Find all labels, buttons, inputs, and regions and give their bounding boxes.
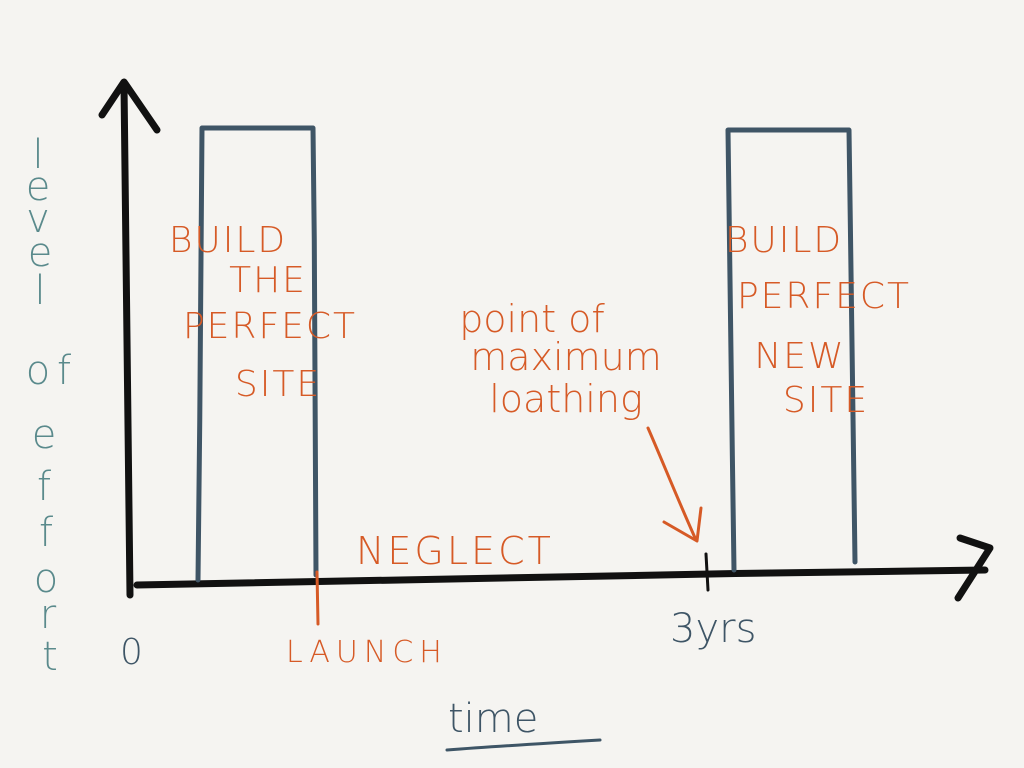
build-bar	[195, 125, 319, 583]
y-label-letter: f	[57, 348, 71, 394]
y-label-letter: f	[37, 464, 51, 510]
bar-label-line: PERFECT	[737, 276, 911, 317]
annotation-line: point of	[459, 297, 605, 341]
annotation-line: maximum	[470, 335, 661, 379]
bar-label-line: SITE	[235, 364, 321, 405]
bar-label-line: BUILD	[725, 220, 843, 261]
y-axis-label: l e v e l o f e f f o r t	[26, 132, 71, 680]
y-label-letter: l	[32, 132, 43, 178]
bar-label-line: SITE	[783, 380, 869, 421]
x-axis	[133, 566, 989, 589]
annotation-line: loathing	[489, 377, 643, 421]
origin-label: 0	[120, 632, 143, 673]
build-bar-label: BUILD THE PERFECT SITE	[169, 220, 357, 405]
three-years-label: 3yrs	[670, 606, 756, 652]
loathing-arrow	[646, 426, 698, 542]
loathing-arrowhead	[662, 506, 703, 543]
time-underline	[445, 738, 602, 752]
y-label-letter: o	[26, 348, 50, 394]
x-axis-label: time	[448, 696, 538, 742]
y-label-letter: t	[42, 634, 58, 680]
neglect-label: NEGLECT	[356, 529, 554, 573]
rebuild-bar	[725, 127, 858, 573]
y-label-letter: o	[34, 556, 58, 602]
max-loathing-annotation: point of maximum loathing	[459, 297, 662, 421]
three-years-tick	[704, 552, 710, 592]
launch-label: LAUNCH	[286, 635, 448, 670]
y-axis	[120, 81, 134, 599]
bar-label-line: PERFECT	[183, 306, 357, 347]
bar-label-line: THE	[229, 260, 307, 301]
y-label-letter: e	[26, 164, 51, 210]
y-label-letter: l	[34, 268, 45, 314]
y-label-letter: e	[28, 230, 53, 276]
bar-label-line: BUILD	[169, 220, 287, 261]
x-axis-arrowhead	[954, 534, 994, 602]
y-label-letter: e	[32, 412, 57, 458]
y-axis-arrowhead	[98, 78, 161, 134]
y-label-letter: r	[40, 592, 57, 638]
y-label-letter: v	[26, 196, 50, 242]
rebuild-bar-label: BUILD PERFECT NEW SITE	[725, 220, 911, 421]
launch-tick	[315, 570, 320, 626]
bar-label-line: NEW	[754, 336, 845, 377]
y-label-letter: f	[39, 510, 53, 556]
